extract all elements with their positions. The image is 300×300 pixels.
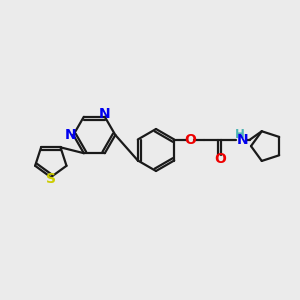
- Text: O: O: [215, 152, 226, 166]
- Text: N: N: [237, 133, 249, 146]
- Text: O: O: [185, 133, 197, 146]
- Text: S: S: [46, 172, 56, 186]
- Text: N: N: [99, 107, 111, 122]
- Text: N: N: [64, 128, 76, 142]
- Text: H: H: [235, 128, 244, 141]
